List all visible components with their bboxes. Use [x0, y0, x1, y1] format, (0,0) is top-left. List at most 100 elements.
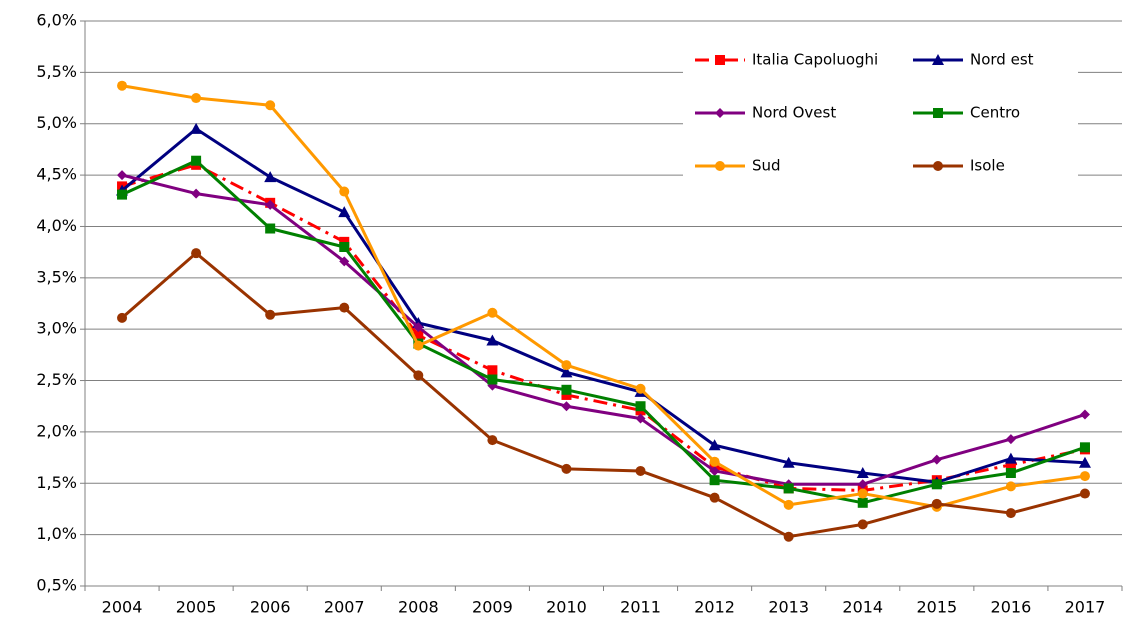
data-point	[857, 479, 868, 490]
x-tick-label: 2016	[991, 598, 1032, 617]
x-tick-label: 2012	[694, 598, 735, 617]
data-point	[339, 242, 350, 252]
x-tick-label: 2015	[916, 598, 957, 617]
data-point	[1078, 456, 1091, 468]
data-point	[413, 322, 424, 333]
data-point	[265, 199, 276, 210]
data-point	[339, 302, 350, 313]
x-tick-label: 2009	[472, 598, 513, 617]
legend-label: Centro	[970, 104, 1020, 122]
data-point	[339, 256, 350, 267]
data-point	[190, 122, 203, 134]
data-point	[561, 463, 572, 474]
legend-marker	[715, 108, 725, 118]
x-tick-label: 2005	[176, 598, 217, 617]
data-point	[191, 93, 202, 104]
data-point	[1005, 459, 1016, 470]
data-point	[1079, 409, 1090, 420]
data-point	[1079, 488, 1090, 499]
series-line	[121, 251, 1086, 539]
data-point	[635, 465, 646, 476]
x-tick-label: 2008	[398, 598, 439, 617]
y-tick-label: 4,5%	[36, 165, 77, 184]
data-point	[857, 519, 868, 530]
legend-marker	[932, 54, 944, 65]
data-point	[487, 307, 498, 318]
data-point	[561, 360, 572, 371]
data-point	[635, 401, 646, 412]
y-tick-label: 1,5%	[36, 473, 77, 492]
legend-label: Sud	[752, 157, 781, 175]
data-point	[709, 456, 720, 467]
x-tick-label: 2013	[768, 598, 809, 617]
y-tick-label: 1,0%	[36, 524, 77, 543]
legend-box	[683, 38, 1078, 193]
data-point	[1004, 452, 1017, 464]
data-point	[635, 413, 646, 424]
legend-marker	[715, 55, 725, 65]
y-tick-label: 0,5%	[36, 576, 77, 595]
data-point	[117, 170, 128, 181]
data-point	[857, 488, 868, 499]
data-point	[339, 236, 350, 247]
data-point	[265, 223, 276, 234]
legend-marker	[933, 108, 943, 118]
data-point	[1005, 508, 1016, 519]
data-point	[117, 80, 128, 91]
x-tick-label: 2017	[1065, 598, 1106, 617]
legend-label: Nord Ovest	[752, 104, 836, 122]
data-point	[339, 186, 350, 197]
data-point	[783, 483, 794, 494]
series-line	[121, 127, 1086, 484]
legend-marker	[933, 161, 943, 171]
data-point	[1079, 471, 1090, 482]
data-point	[635, 383, 646, 394]
y-tick-label: 3,5%	[36, 267, 77, 286]
data-point	[264, 171, 277, 183]
data-point	[856, 467, 869, 478]
data-point	[931, 479, 942, 490]
legend-label: Nord est	[970, 51, 1034, 69]
data-point	[1079, 442, 1090, 453]
data-point	[1005, 434, 1016, 445]
x-tick-label: 2010	[546, 598, 587, 617]
data-point	[487, 435, 498, 446]
y-tick-label: 2,0%	[36, 421, 77, 440]
x-tick-label: 2006	[250, 598, 291, 617]
data-point	[191, 188, 202, 199]
data-point	[857, 497, 868, 508]
data-point	[486, 334, 499, 346]
legend-label: Isole	[970, 157, 1005, 175]
data-point	[117, 189, 128, 200]
data-point	[338, 206, 351, 218]
series-line	[121, 84, 1086, 509]
series-line	[121, 163, 1086, 492]
y-tick-label: 3,0%	[36, 319, 77, 338]
data-point	[487, 374, 498, 385]
y-tick-label: 2,5%	[36, 370, 77, 389]
legend-label: Italia Capoluoghi	[752, 51, 878, 69]
y-tick-label: 5,0%	[36, 113, 77, 132]
data-point	[783, 531, 794, 542]
x-tick-label: 2007	[324, 598, 365, 617]
data-point	[1005, 481, 1016, 492]
data-point	[265, 309, 276, 320]
x-tick-label: 2004	[102, 598, 143, 617]
data-point	[709, 475, 720, 486]
data-point	[413, 330, 424, 341]
data-point	[191, 248, 202, 259]
data-point	[783, 499, 794, 510]
y-tick-label: 4,0%	[36, 216, 77, 235]
data-point	[1005, 468, 1016, 478]
x-tick-label: 2014	[842, 598, 883, 617]
data-point	[413, 370, 424, 381]
data-point	[561, 384, 572, 395]
data-point	[709, 465, 720, 476]
legend-marker	[715, 161, 725, 171]
data-point	[265, 100, 276, 111]
data-point	[782, 456, 795, 468]
data-point	[487, 365, 498, 376]
data-point	[931, 454, 942, 465]
data-point	[191, 155, 202, 166]
